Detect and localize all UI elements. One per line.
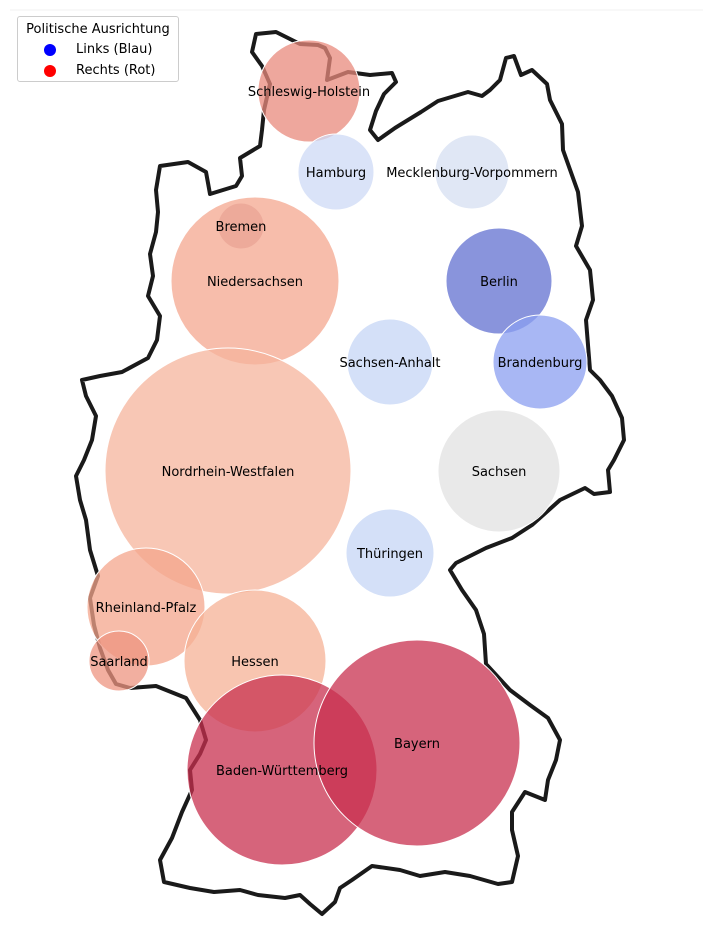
bubble-sachsen-anhalt xyxy=(346,318,434,406)
label-hessen: Hessen xyxy=(231,655,279,670)
bubble-saarland xyxy=(88,630,150,692)
bubble-hamburg xyxy=(297,133,375,211)
bubble-thueringen xyxy=(345,508,435,598)
label-schleswig-holstein: Schleswig-Holstein xyxy=(248,85,370,100)
label-baden-wuerttemberg: Baden-Württemberg xyxy=(216,764,348,779)
label-sachsen-anhalt: Sachsen-Anhalt xyxy=(339,356,440,371)
label-brandenburg: Brandenburg xyxy=(498,356,583,371)
label-saarland: Saarland xyxy=(90,655,148,670)
label-rheinland-pfalz: Rheinland-Pfalz xyxy=(96,601,197,616)
label-bremen: Bremen xyxy=(216,220,267,235)
legend-label-left: Links (Blau) xyxy=(76,42,153,57)
legend: Politische Ausrichtung Links (Blau) Rech… xyxy=(17,16,179,82)
legend-label-right: Rechts (Rot) xyxy=(76,63,156,78)
label-mecklenburg-vorpommern: Mecklenburg-Vorpommern xyxy=(386,166,558,181)
legend-title: Politische Ausrichtung xyxy=(26,22,170,37)
label-nordrhein-westfalen: Nordrhein-Westfalen xyxy=(162,465,295,480)
germany-outline xyxy=(74,30,626,916)
bubble-sachsen xyxy=(437,409,561,533)
legend-marker-red xyxy=(44,65,56,77)
bubble-schleswig-holstein xyxy=(257,39,361,143)
legend-marker-blue xyxy=(44,44,56,56)
label-hamburg: Hamburg xyxy=(306,166,366,181)
bubble-mecklenburg-vorpommern xyxy=(434,134,510,210)
label-berlin: Berlin xyxy=(480,275,518,290)
label-sachsen: Sachsen xyxy=(472,465,527,480)
bubble-brandenburg xyxy=(492,314,588,410)
bubble-berlin xyxy=(445,227,553,335)
bubble-bayern xyxy=(313,639,521,847)
label-bayern: Bayern xyxy=(394,737,440,752)
bubble-nordrhein-westfalen xyxy=(104,347,352,595)
label-niedersachsen: Niedersachsen xyxy=(207,275,303,290)
label-thueringen: Thüringen xyxy=(356,547,423,562)
